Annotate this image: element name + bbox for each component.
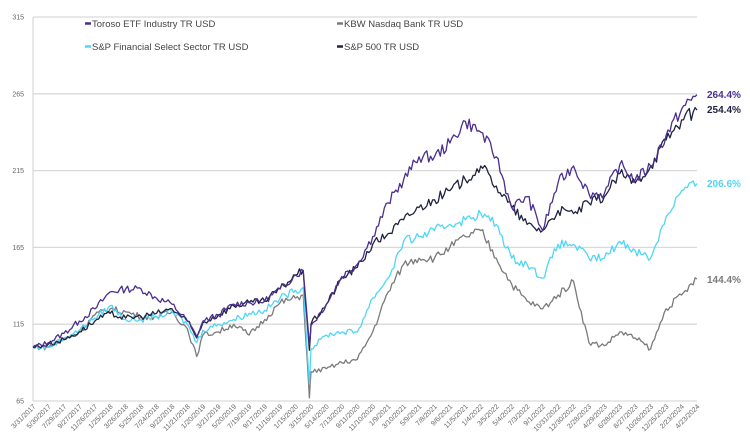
legend-label: S&P Financial Select Sector TR USD <box>92 42 249 53</box>
x-axis-ticks: 3/31/20175/30/20177/29/20179/27/201711/2… <box>10 403 701 433</box>
legend-label: KBW Nasdaq Bank TR USD <box>344 19 463 30</box>
end-labels: 264.4% 254.4% 206.6% 144.4% <box>707 90 741 286</box>
series-line-3 <box>32 106 698 351</box>
legend-label: Toroso ETF Industry TR USD <box>92 19 215 30</box>
y-tick-label: 115 <box>13 322 24 329</box>
series-line-2 <box>32 180 698 385</box>
y-tick-label: 165 <box>12 245 24 252</box>
end-label: 264.4% <box>707 90 741 101</box>
y-tick-label: 315 <box>12 15 24 22</box>
series-line-0 <box>32 94 698 348</box>
end-label: 206.6% <box>707 179 741 190</box>
y-tick-label: 65 <box>16 399 24 406</box>
end-label: 144.4% <box>707 275 741 286</box>
y-axis-ticks: 65 115 165 215 265 315 <box>12 15 24 406</box>
gridlines <box>32 16 697 402</box>
series-line-1 <box>32 228 698 399</box>
series-lines <box>32 94 698 399</box>
end-label: 254.4% <box>707 105 741 116</box>
legend-label: S&P 500 TR USD <box>344 42 419 53</box>
y-tick-label: 215 <box>12 168 24 175</box>
y-tick-label: 265 <box>12 91 24 98</box>
legend: Toroso ETF Industry TR USD KBW Nasdaq Ban… <box>85 19 463 53</box>
